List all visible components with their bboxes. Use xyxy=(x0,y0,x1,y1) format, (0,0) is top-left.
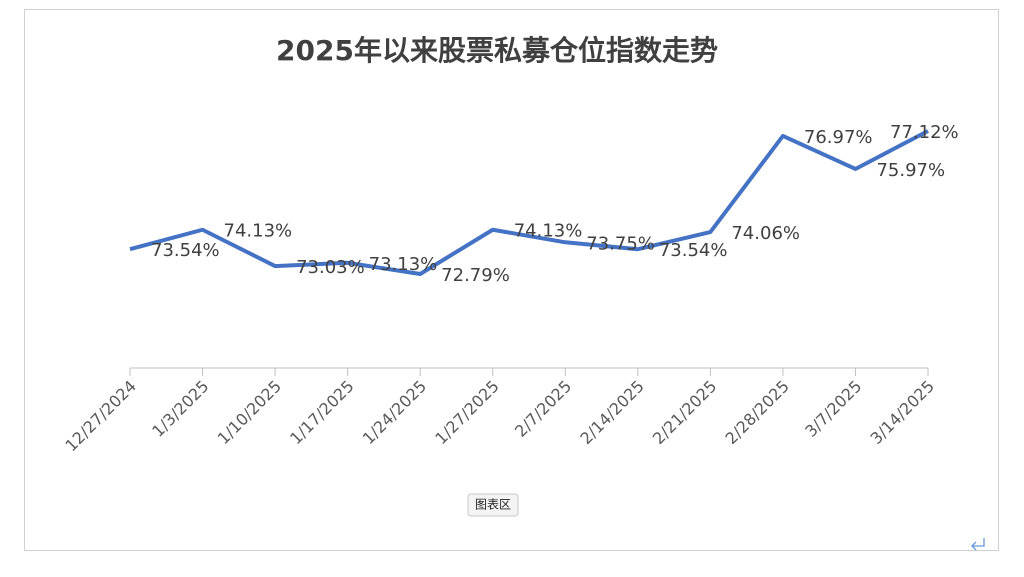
tooltip: 图表区 xyxy=(475,498,511,512)
data-label: 73.54% xyxy=(151,240,220,261)
data-label: 72.79% xyxy=(441,265,510,286)
tooltip-box xyxy=(467,493,519,517)
data-label: 73.54% xyxy=(659,240,728,261)
data-label: 73.75% xyxy=(586,233,655,254)
chart-border xyxy=(24,9,999,551)
data-label: 74.06% xyxy=(731,223,800,244)
data-label: 74.13% xyxy=(514,221,583,242)
paragraph-mark xyxy=(971,538,985,551)
data-label: 75.97% xyxy=(876,160,945,181)
data-label: 76.97% xyxy=(804,127,873,148)
data-line xyxy=(129,129,929,276)
chart-title: 2025年以来股票私募仓位指数走势 xyxy=(276,34,718,67)
data-label: 77.12% xyxy=(890,122,959,143)
data-label: 73.13% xyxy=(369,254,438,275)
data-label: 73.03% xyxy=(296,257,365,278)
data-label: 74.13% xyxy=(224,221,293,242)
